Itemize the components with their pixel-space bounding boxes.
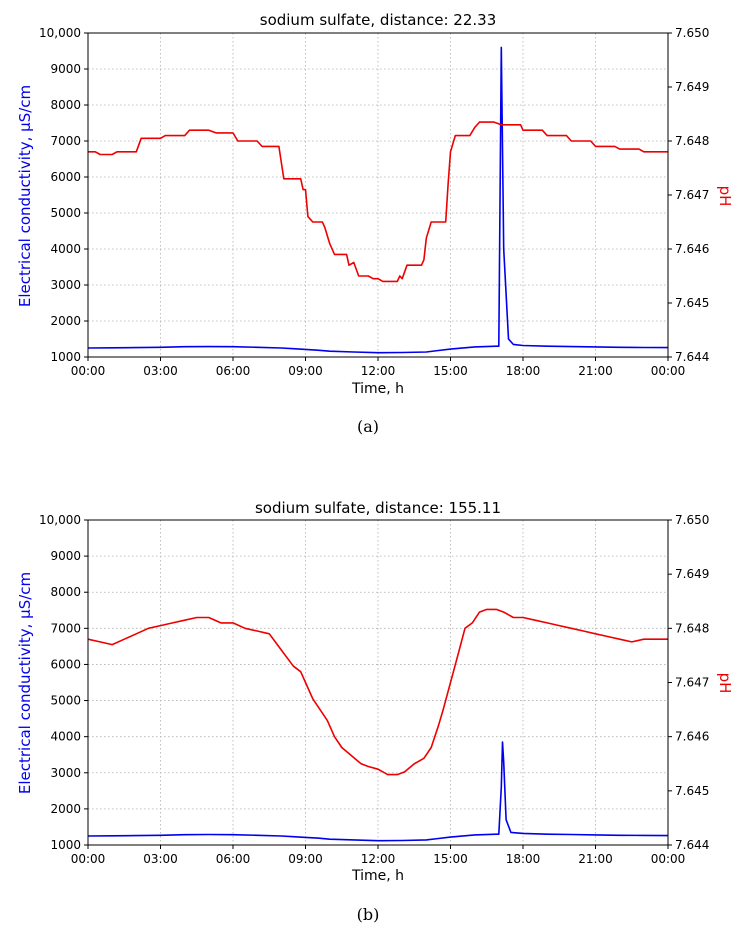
y-left-tick-label: 2000: [50, 802, 81, 816]
x-tick-label: 12:00: [361, 852, 396, 866]
y-axis-label-right: pH: [716, 186, 734, 207]
y-left-tick-label: 10,000: [39, 513, 81, 527]
y-left-tick-label: 6000: [50, 657, 81, 671]
y-right-tick-label: 7.650: [675, 513, 709, 527]
y-right-tick-label: 7.649: [675, 567, 709, 581]
chart-panel-a: sodium sulfate, distance: 22.33 Electric…: [16, 11, 734, 436]
y-left-tick-label: 4000: [50, 242, 81, 256]
y-left-tick-label: 4000: [50, 730, 81, 744]
x-tick-label: 06:00: [216, 364, 251, 378]
x-tick-label: 00:00: [651, 852, 686, 866]
y-left-tick-label: 1000: [50, 350, 81, 364]
panel-caption: (a): [357, 417, 379, 436]
chart-title: sodium sulfate, distance: 155.11: [255, 499, 501, 517]
y-left-tick-label: 9000: [50, 549, 81, 563]
y-left-tick-label: 5000: [50, 694, 81, 708]
y-left-tick-label: 5000: [50, 206, 81, 220]
y-left-tick-label: 1000: [50, 838, 81, 852]
y-right-tick-label: 7.645: [675, 784, 709, 798]
chart-title: sodium sulfate, distance: 22.33: [260, 11, 497, 29]
y-left-tick-label: 9000: [50, 62, 81, 76]
y-left-tick-label: 3000: [50, 278, 81, 292]
y-right-tick-label: 7.647: [675, 676, 709, 690]
y-right-tick-label: 7.649: [675, 80, 709, 94]
x-tick-label: 06:00: [216, 852, 251, 866]
y-right-tick-label: 7.644: [675, 838, 709, 852]
conductivity-series-line: [87, 46, 669, 354]
x-tick-label: 00:00: [651, 364, 686, 378]
x-tick-label: 15:00: [433, 364, 468, 378]
x-tick-label: 18:00: [506, 364, 541, 378]
y-left-tick-label: 7000: [50, 621, 81, 635]
y-right-tick-label: 7.644: [675, 350, 709, 364]
x-axis-label: Time, h: [351, 868, 404, 884]
y-right-tick-label: 7.646: [675, 730, 709, 744]
y-right-tick-label: 7.648: [675, 134, 709, 148]
x-tick-label: 09:00: [288, 364, 323, 378]
y-right-tick-label: 7.648: [675, 621, 709, 635]
y-right-tick-label: 7.647: [675, 188, 709, 202]
y-axis-label-left: Electrical conductivity, µS/cm: [16, 85, 34, 307]
x-tick-label: 12:00: [361, 364, 396, 378]
y-left-tick-label: 2000: [50, 314, 81, 328]
panel-caption: (b): [357, 905, 380, 924]
chart-panel-b: sodium sulfate, distance: 155.11 Electri…: [16, 499, 734, 924]
y-axis-label-left: Electrical conductivity, µS/cm: [16, 572, 34, 794]
y-left-tick-label: 3000: [50, 766, 81, 780]
conductivity-series-line: [87, 741, 669, 842]
y-right-tick-label: 7.645: [675, 296, 709, 310]
y-axis-label-right: pH: [716, 673, 734, 694]
x-tick-label: 15:00: [433, 852, 468, 866]
x-tick-label: 21:00: [578, 364, 613, 378]
x-tick-label: 00:00: [71, 852, 106, 866]
x-tick-label: 21:00: [578, 852, 613, 866]
x-tick-label: 03:00: [143, 364, 178, 378]
x-tick-label: 00:00: [71, 364, 106, 378]
ph-series-line: [88, 121, 668, 283]
plot-frame: [87, 32, 669, 358]
y-left-tick-label: 7000: [50, 134, 81, 148]
y-left-tick-label: 10,000: [39, 26, 81, 40]
y-left-tick-label: 8000: [50, 98, 81, 112]
x-axis-label: Time, h: [351, 381, 404, 397]
y-right-tick-label: 7.646: [675, 242, 709, 256]
y-right-tick-label: 7.650: [675, 26, 709, 40]
y-left-tick-label: 6000: [50, 170, 81, 184]
ph-series-line: [87, 608, 668, 776]
x-tick-label: 09:00: [288, 852, 323, 866]
x-tick-label: 03:00: [143, 852, 178, 866]
x-tick-label: 18:00: [506, 852, 541, 866]
plot-frame: [87, 519, 669, 846]
y-left-tick-label: 8000: [50, 585, 81, 599]
